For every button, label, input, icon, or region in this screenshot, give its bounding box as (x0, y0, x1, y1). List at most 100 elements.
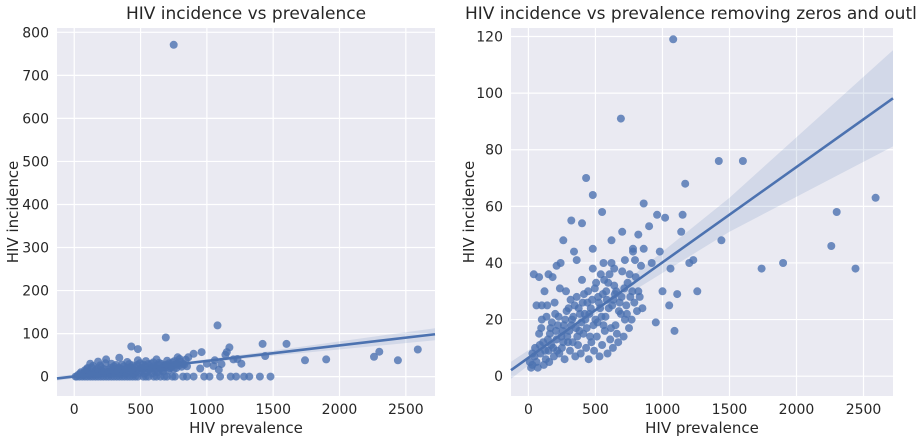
right-data-point (562, 287, 570, 296)
right-data-point (562, 307, 571, 316)
right-y-tick-label: 80 (485, 143, 503, 159)
right-fit-line (510, 97, 894, 372)
left-plot-background (57, 28, 435, 396)
right-data-point (606, 324, 615, 333)
right-data-point (599, 259, 608, 267)
right-data-point (655, 247, 664, 256)
right-data-point (622, 309, 631, 318)
left-data-point (209, 361, 218, 370)
right-data-point (647, 259, 656, 267)
left-data-point (258, 339, 267, 348)
right-data-point (871, 193, 880, 202)
right-data-point (619, 332, 628, 341)
right-data-point (554, 312, 563, 321)
right-y-tick-label: 120 (476, 29, 503, 45)
left-x-tick-label: 1000 (189, 402, 225, 418)
right-data-point (588, 264, 597, 273)
right-data-point (851, 264, 860, 273)
left-data-point (216, 372, 225, 381)
right-data-point (670, 326, 679, 335)
right-x-axis-label: HIV prevalence (645, 419, 759, 437)
right-data-point (570, 301, 579, 310)
left-data-point (175, 355, 184, 363)
right-data-point (738, 157, 747, 165)
left-data-point (221, 350, 230, 359)
left-y-tick-label: 400 (22, 197, 49, 213)
right-data-point (567, 216, 576, 225)
right-data-point (584, 355, 593, 364)
right-y-tick-label: 20 (485, 313, 503, 329)
right-data-point (669, 35, 678, 44)
right-data-point (572, 256, 581, 265)
right-data-point (540, 287, 549, 296)
right-data-point (628, 287, 637, 296)
right-data-point (545, 358, 554, 366)
left-scatter-plot: 0 500 1000 1500 2000 2500 0 100 200 300 400 500 600 7… (4, 4, 436, 437)
right-data-point (625, 270, 634, 279)
right-data-point (614, 307, 623, 316)
right-data-point (618, 267, 627, 276)
left-y-tick-label: 200 (22, 284, 49, 300)
left-x-axis-label: HIV prevalence (189, 419, 303, 437)
right-data-point (548, 273, 557, 282)
right-data-point (603, 349, 612, 358)
right-x-tick-label: 1000 (645, 402, 681, 418)
right-data-point (673, 290, 682, 299)
right-data-point (564, 338, 572, 347)
right-data-point (528, 360, 537, 369)
right-data-point (618, 227, 627, 236)
right-data-point (555, 284, 564, 293)
left-data-point (237, 359, 246, 368)
left-data-point (197, 348, 206, 357)
right-x-tick-label: 0 (524, 402, 533, 418)
right-data-point (568, 315, 576, 324)
right-data-point (685, 259, 694, 267)
left-data-point (168, 372, 177, 381)
left-x-tick-label: 500 (127, 402, 154, 418)
right-data-point (620, 256, 629, 265)
left-y-tick-label: 100 (22, 327, 49, 343)
right-data-point (666, 264, 675, 273)
right-data-point (634, 230, 643, 239)
left-data-point (322, 355, 331, 364)
right-data-point (578, 219, 586, 228)
right-data-point (612, 329, 621, 338)
right-chart-title: HIV incidence vs prevalence removing zer… (465, 4, 917, 24)
right-data-point (677, 227, 686, 236)
right-data-point (587, 338, 596, 347)
right-data-point (639, 244, 648, 253)
left-data-point (169, 40, 178, 49)
right-data-point (582, 343, 591, 352)
right-data-point (651, 318, 660, 327)
right-data-point (600, 326, 609, 335)
left-y-tick-label: 600 (22, 111, 49, 127)
right-data-point (550, 298, 559, 307)
right-scatter-plot: 0 500 1000 1500 2000 2500 0 20 40 60 80 100 120 HIV … (460, 4, 917, 437)
right-data-point (549, 343, 558, 352)
right-data-point (630, 298, 639, 307)
left-data-point (413, 345, 422, 354)
right-data-point (717, 236, 726, 245)
right-data-point (678, 210, 687, 219)
left-data-point (266, 372, 275, 381)
left-data-point (282, 339, 291, 348)
right-data-point (661, 213, 670, 222)
left-y-tick-label: 700 (22, 68, 49, 84)
left-data-point (205, 372, 214, 381)
right-tick-labels: 0 500 1000 1500 2000 2500 0 20 40 60 80 100 120 (476, 29, 881, 418)
right-data-point (582, 324, 591, 333)
right-y-tick-label: 40 (485, 256, 503, 272)
right-data-point (638, 304, 647, 313)
right-data-point (637, 261, 645, 270)
left-data-point (179, 372, 187, 381)
right-data-point (532, 301, 541, 310)
right-data-point (617, 292, 626, 301)
right-data-point (576, 349, 585, 358)
right-data-point (757, 264, 766, 273)
right-data-point (635, 292, 644, 301)
right-y-tick-label: 0 (494, 369, 503, 385)
right-data-point (714, 157, 723, 165)
right-points (525, 35, 880, 372)
right-data-point (629, 244, 637, 253)
